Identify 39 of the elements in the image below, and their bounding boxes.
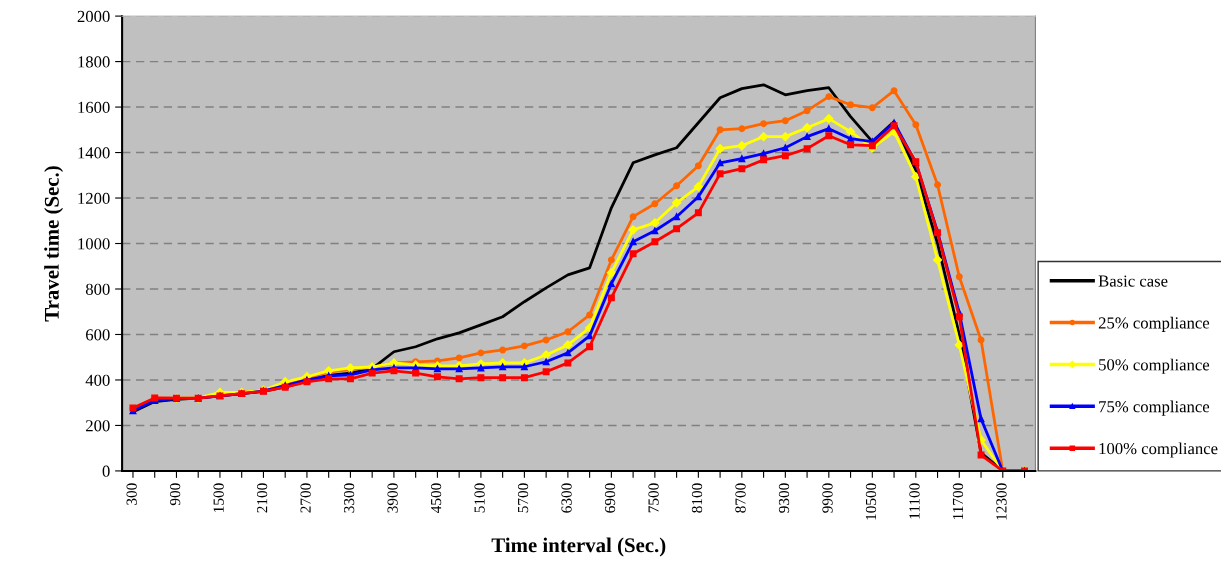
x-tick-label: 10500 [865,483,877,520]
x-tick-label: 8700 [735,483,746,513]
x-tick-label: 9900 [822,483,833,513]
x-tick-label: 5700 [517,483,529,513]
y-axis-title: Travel time (Sec.) [44,166,64,322]
x-tick-label: 300 [126,483,137,505]
y-tick-label: 200 [86,420,110,432]
y-tick-label: 1600 [78,101,110,114]
y-tick-label: 2000 [77,10,110,23]
y-tick-label: 1400 [78,147,110,159]
x-tick-label: 7500 [648,483,659,513]
x-tick-label: 900 [169,483,181,506]
x-tick-label: 2100 [256,483,268,513]
x-tick-label: 2700 [300,483,311,513]
x-axis-title: Time interval (Sec.) [491,537,666,557]
y-tick-label: 1200 [78,192,110,204]
legend-label: 100% compliance [1099,442,1218,458]
x-tick-label: 11100 [909,483,920,519]
y-tick-label: 1800 [78,56,110,68]
legend-label: 75% compliance [1099,400,1210,416]
x-tick-label: 11700 [952,483,964,520]
y-tick-label: 0 [102,465,110,477]
x-tick-label: 8100 [691,483,703,513]
x-tick-label: 12300 [996,483,1007,520]
legend-label: 50% compliance [1099,358,1210,374]
x-tick-label: 3300 [343,483,355,513]
x-tick-label: 9300 [778,483,790,513]
y-tick-label: 1000 [78,238,110,250]
legend-label: 25% compliance [1098,316,1210,332]
x-tick-label: 3900 [387,483,398,513]
y-tick-label: 400 [85,374,110,386]
x-tick-label: 6900 [604,483,616,513]
y-tick-label: 800 [85,283,110,295]
x-tick-label: 5100 [474,483,485,513]
x-tick-label: 6300 [561,483,572,513]
y-tick-label: 600 [86,329,110,341]
legend-label: Basic case [1098,275,1168,287]
x-tick-label: 4500 [430,483,442,513]
x-tick-label: 1500 [213,483,224,512]
